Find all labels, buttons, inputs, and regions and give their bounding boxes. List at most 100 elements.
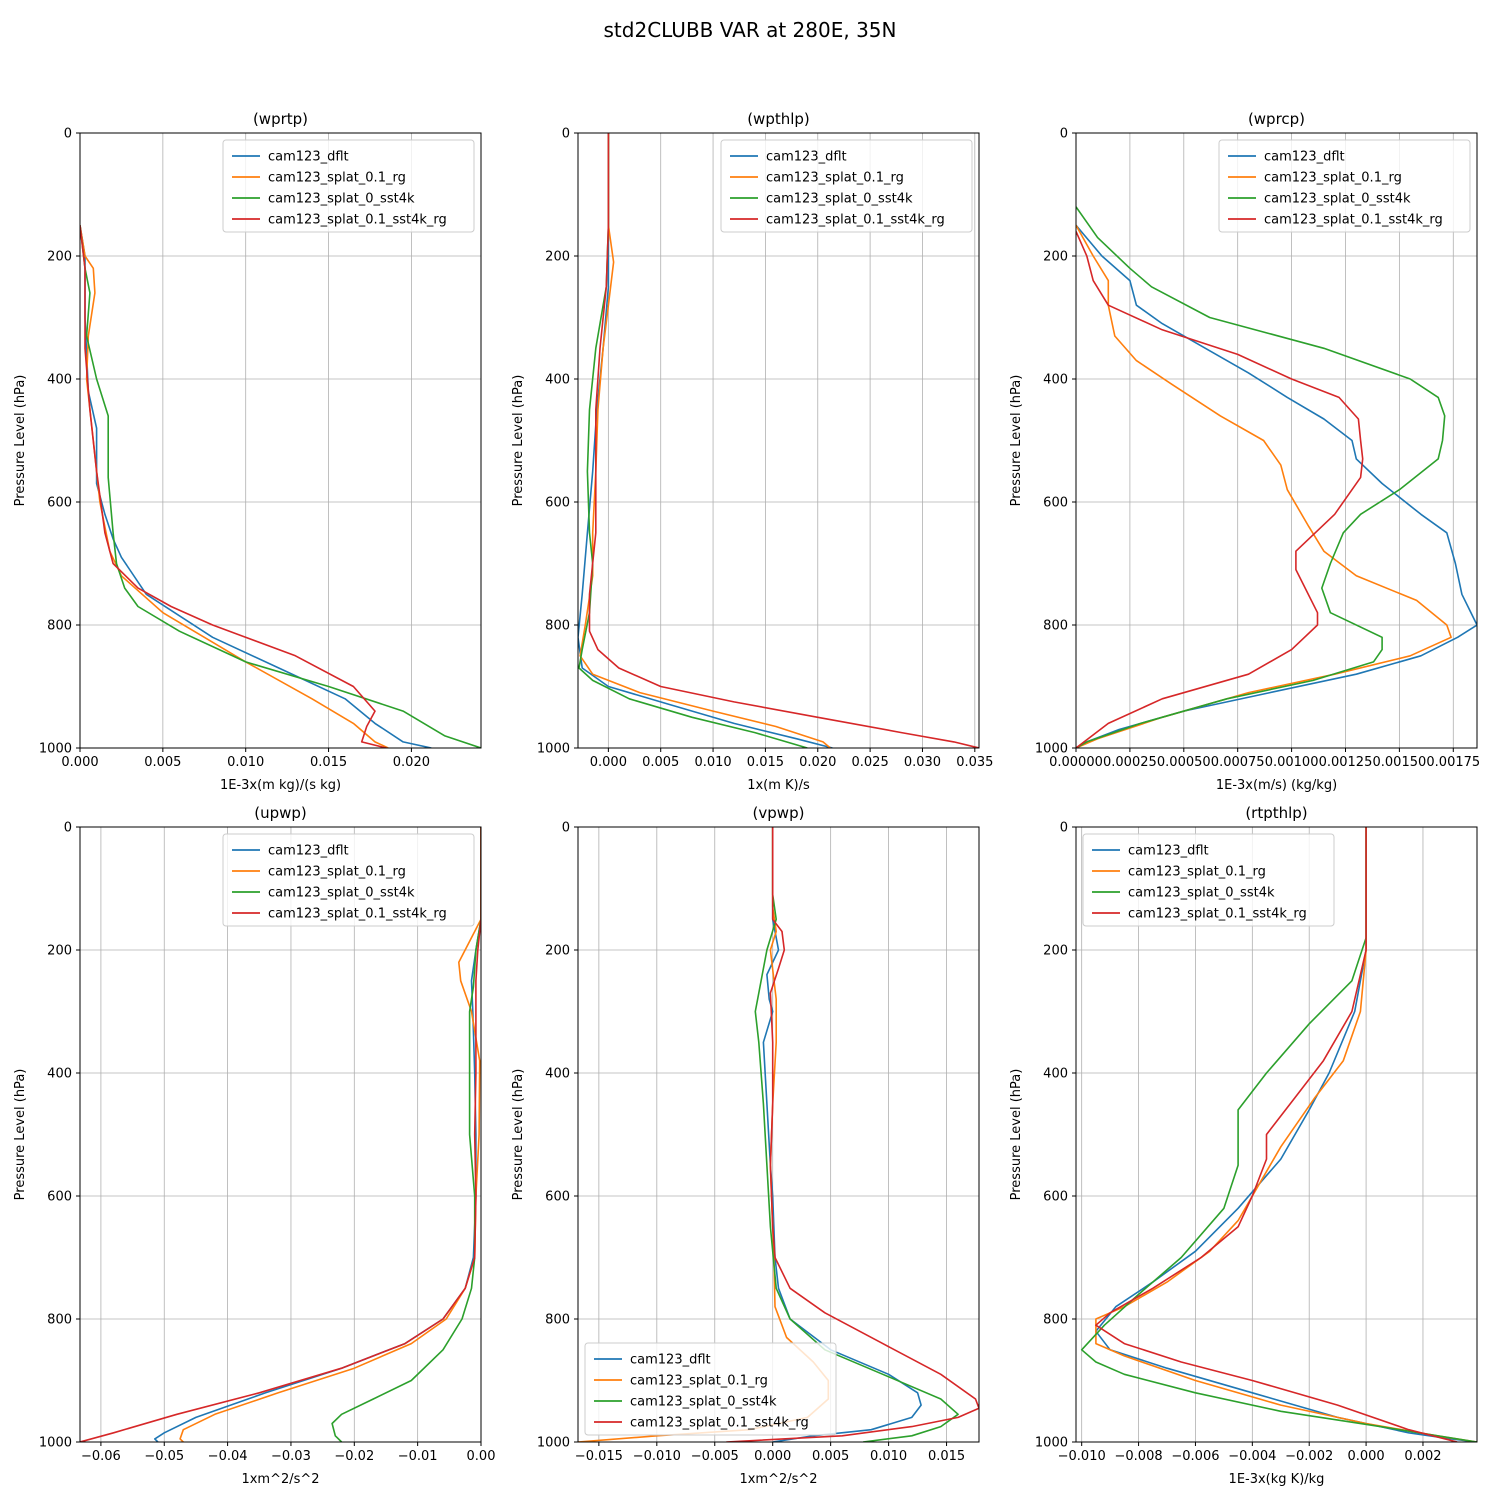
y-tick-label: 1000	[39, 1436, 72, 1451]
legend-label: cam123_splat_0.1_sst4k_rg	[766, 213, 945, 228]
y-tick-label: 200	[47, 944, 72, 959]
x-tick-label: 0.000	[590, 755, 627, 770]
y-axis-label: Pressure Level (hPa)	[511, 1069, 526, 1201]
legend: cam123_dflt cam123_splat_0.1_rg cam123_spl…	[584, 1342, 837, 1436]
y-tick-label: 600	[1043, 1190, 1068, 1205]
legend-label: cam123_dflt	[1128, 844, 1209, 859]
y-tick-label: 800	[1043, 1313, 1068, 1328]
x-tick-label: −0.03	[271, 1449, 311, 1464]
x-tick-label: −0.015	[575, 1449, 623, 1464]
x-tick-label: 0.005	[144, 755, 181, 770]
legend: cam123_dflt cam123_splat_0.1_rg cam123_spl…	[1218, 139, 1471, 233]
legend-label: cam123_splat_0_sst4k	[268, 886, 415, 901]
legend: cam123_dflt cam123_splat_0.1_rg cam123_spl…	[222, 139, 475, 233]
legend-label: cam123_dflt	[268, 150, 349, 165]
series-line-cam123_splat_0_sst4k	[754, 827, 959, 1442]
y-tick-label: 0	[562, 127, 570, 142]
figure-title: std2CLUBB VAR at 280E, 35N	[604, 18, 897, 42]
plot-frame	[1075, 132, 1478, 749]
legend-label: cam123_splat_0.1_sst4k_rg	[1128, 907, 1307, 922]
x-axis-label: 1E-3x(kg K)/kg	[1229, 1472, 1325, 1487]
y-tick-label: 1000	[537, 1436, 570, 1451]
series-line-cam123_splat_0.1_sst4k_rg	[1076, 231, 1364, 748]
legend-label: cam123_splat_0_sst4k	[268, 192, 415, 207]
x-tick-label: 0.000	[754, 1449, 791, 1464]
legend-label: cam123_splat_0.1_sst4k_rg	[268, 213, 447, 228]
y-tick-label: 1000	[1035, 1436, 1068, 1451]
legend-label: cam123_dflt	[766, 150, 847, 165]
legend-label: cam123_splat_0_sst4k	[1128, 886, 1275, 901]
x-tick-label: 0.020	[799, 755, 836, 770]
plot-frame	[577, 826, 980, 1443]
legend: cam123_dflt cam123_splat_0.1_rg cam123_spl…	[1082, 833, 1335, 927]
x-tick-label: −0.006	[1171, 1449, 1219, 1464]
y-axis-label: Pressure Level (hPa)	[13, 375, 28, 507]
series-line-cam123_splat_0_sst4k	[1076, 206, 1446, 748]
legend: cam123_dflt cam123_splat_0.1_rg cam123_spl…	[720, 139, 973, 233]
x-tick-label: 0.00050	[1157, 755, 1211, 770]
y-axis-label: Pressure Level (hPa)	[511, 375, 526, 507]
x-tick-label: −0.004	[1228, 1449, 1276, 1464]
x-axis-label: 1xm^2/s^2	[241, 1472, 319, 1487]
subplot-vpwp: −0.015 −0.010 −0.005 0.000 0.005 0.010 0.015 0 2…	[511, 804, 980, 1487]
legend-label: cam123_splat_0.1_rg	[1128, 865, 1266, 880]
plot-frame	[79, 132, 482, 749]
legend-box	[1082, 833, 1335, 927]
subplot-title: (wprcp)	[1248, 110, 1305, 128]
y-tick-label: 800	[47, 619, 72, 634]
y-tick-label: 0	[1060, 127, 1068, 142]
y-tick-label: 600	[47, 496, 72, 511]
x-axis-label: 1x(m K)/s	[747, 778, 810, 793]
subplot-grid: 0.000 0.005 0.010 0.015 0.020020040060080010…	[13, 110, 1480, 1487]
legend-label: cam123_dflt	[630, 1353, 711, 1368]
x-tick-label: 0.00150	[1373, 755, 1427, 770]
x-tick-label: 0.030	[904, 755, 941, 770]
series-line-cam123_dflt	[80, 225, 432, 748]
subplot-title: (wpthlp)	[747, 110, 810, 128]
y-tick-label: 800	[545, 1313, 570, 1328]
y-tick-label: 1000	[39, 742, 72, 757]
y-axis-label: Pressure Level (hPa)	[1009, 375, 1024, 507]
legend-box	[584, 1342, 837, 1436]
y-tick-label: 200	[1043, 250, 1068, 265]
x-tick-label: 0.010	[694, 755, 731, 770]
plot-frame	[1075, 826, 1478, 1443]
x-axis-label: 1E-3x(m/s) (kg/kg)	[1216, 778, 1337, 793]
y-tick-label: 400	[1043, 1067, 1068, 1082]
x-tick-label: 0.005	[812, 1449, 849, 1464]
legend-label: cam123_splat_0.1_sst4k_rg	[1264, 213, 1443, 228]
x-tick-label: 0.00100	[1265, 755, 1319, 770]
y-tick-label: 800	[47, 1313, 72, 1328]
legend-box	[1218, 139, 1471, 233]
x-tick-label: −0.010	[633, 1449, 681, 1464]
y-tick-label: 400	[545, 373, 570, 388]
x-tick-label: 0.00175	[1426, 755, 1480, 770]
legend-label: cam123_splat_0.1_rg	[766, 171, 904, 186]
series-line-cam123_splat_0_sst4k	[80, 225, 481, 748]
legend-label: cam123_splat_0.1_rg	[268, 171, 406, 186]
subplot-upwp: −0.06 −0.05 −0.04 −0.03 −0.02 −0.01 0.00 0 200 40…	[13, 804, 495, 1487]
x-tick-label: 0.010	[870, 1449, 907, 1464]
y-tick-label: 400	[545, 1067, 570, 1082]
y-tick-label: 600	[545, 496, 570, 511]
legend-box	[222, 833, 475, 927]
legend-label: cam123_splat_0_sst4k	[1264, 192, 1411, 207]
y-tick-label: 0	[64, 821, 72, 836]
series-line-cam123_splat_0.1_rg	[1076, 224, 1452, 748]
x-tick-label: 0.00	[467, 1449, 496, 1464]
series-line-cam123_splat_0.1_sst4k_rg	[80, 827, 481, 1442]
y-tick-label: 0	[562, 821, 570, 836]
x-tick-label: −0.008	[1115, 1449, 1163, 1464]
y-tick-label: 1000	[1035, 742, 1068, 757]
series-line-cam123_dflt	[1076, 224, 1477, 748]
plot-frame	[79, 826, 482, 1443]
y-tick-label: 600	[545, 1190, 570, 1205]
legend-label: cam123_splat_0.1_rg	[268, 865, 406, 880]
legend-label: cam123_splat_0.1_sst4k_rg	[268, 907, 447, 922]
legend-label: cam123_splat_0.1_rg	[630, 1374, 768, 1389]
subplot-wpthlp: 0.000 0.005 0.010 0.015 0.020 0.025 0.030 0.035…	[511, 110, 993, 793]
x-tick-label: 0.005	[642, 755, 679, 770]
series-line-cam123_splat_0.1_rg	[1095, 827, 1477, 1442]
y-tick-label: 600	[1043, 496, 1068, 511]
y-tick-label: 200	[545, 944, 570, 959]
